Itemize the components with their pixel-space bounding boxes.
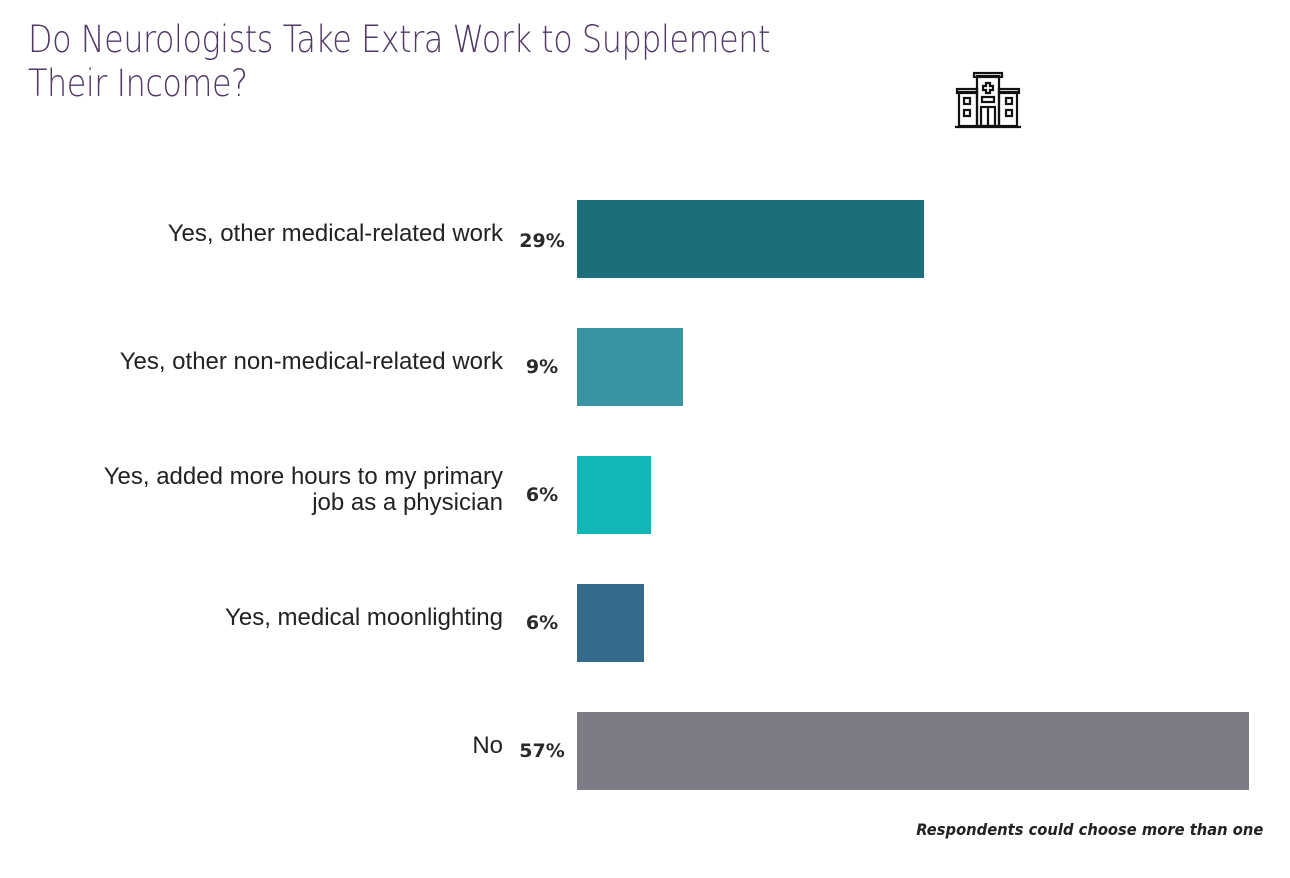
bar-label-line: job as a physician bbox=[312, 489, 503, 516]
bar-label-line: Yes, medical moonlighting bbox=[225, 604, 503, 631]
hospital-icon bbox=[955, 71, 1021, 129]
bar-value: 6% bbox=[525, 612, 559, 634]
bar-row-moonlighting: Yes, medical moonlighting 6% bbox=[0, 584, 1290, 662]
bar-value: 57% bbox=[519, 740, 565, 762]
footnote: Respondents could choose more than one bbox=[915, 820, 1263, 839]
bar-medical-related bbox=[577, 200, 924, 278]
bar-moonlighting bbox=[577, 584, 644, 662]
bar-label: No bbox=[3, 733, 503, 759]
bar-label-line: Yes, added more hours to my primary bbox=[103, 463, 503, 490]
bar-row-non-medical-related: Yes, other non-medical-related work 9% bbox=[0, 328, 1290, 406]
bar-non-medical-related bbox=[577, 328, 683, 406]
chart-title-line-1: Do Neurologists Take Extra Work to Suppl… bbox=[28, 18, 771, 61]
bar-label-line: Yes, other medical-related work bbox=[167, 220, 503, 247]
chart-title: Do Neurologists Take Extra Work to Suppl… bbox=[28, 18, 819, 106]
bar-label: Yes, medical moonlighting bbox=[3, 605, 503, 631]
bar-label: Yes, other medical-related work bbox=[3, 221, 503, 247]
bar-more-hours bbox=[577, 456, 651, 534]
bar-row-more-hours: Yes, added more hours to my primary job … bbox=[0, 456, 1290, 534]
bar-row-medical-related: Yes, other medical-related work 29% bbox=[0, 200, 1290, 278]
bar-label: Yes, other non-medical-related work bbox=[3, 349, 503, 375]
chart-title-line-2: Their Income? bbox=[28, 62, 248, 105]
bar-no bbox=[577, 712, 1249, 790]
bar-row-no: No 57% bbox=[0, 712, 1290, 790]
bar-value: 29% bbox=[519, 230, 565, 252]
bar-value: 6% bbox=[525, 484, 559, 506]
bar-value: 9% bbox=[525, 356, 559, 378]
bar-label-line: Yes, other non-medical-related work bbox=[119, 348, 503, 375]
bar-label-line: No bbox=[472, 732, 503, 759]
bar-label: Yes, added more hours to my primary job … bbox=[3, 464, 503, 516]
